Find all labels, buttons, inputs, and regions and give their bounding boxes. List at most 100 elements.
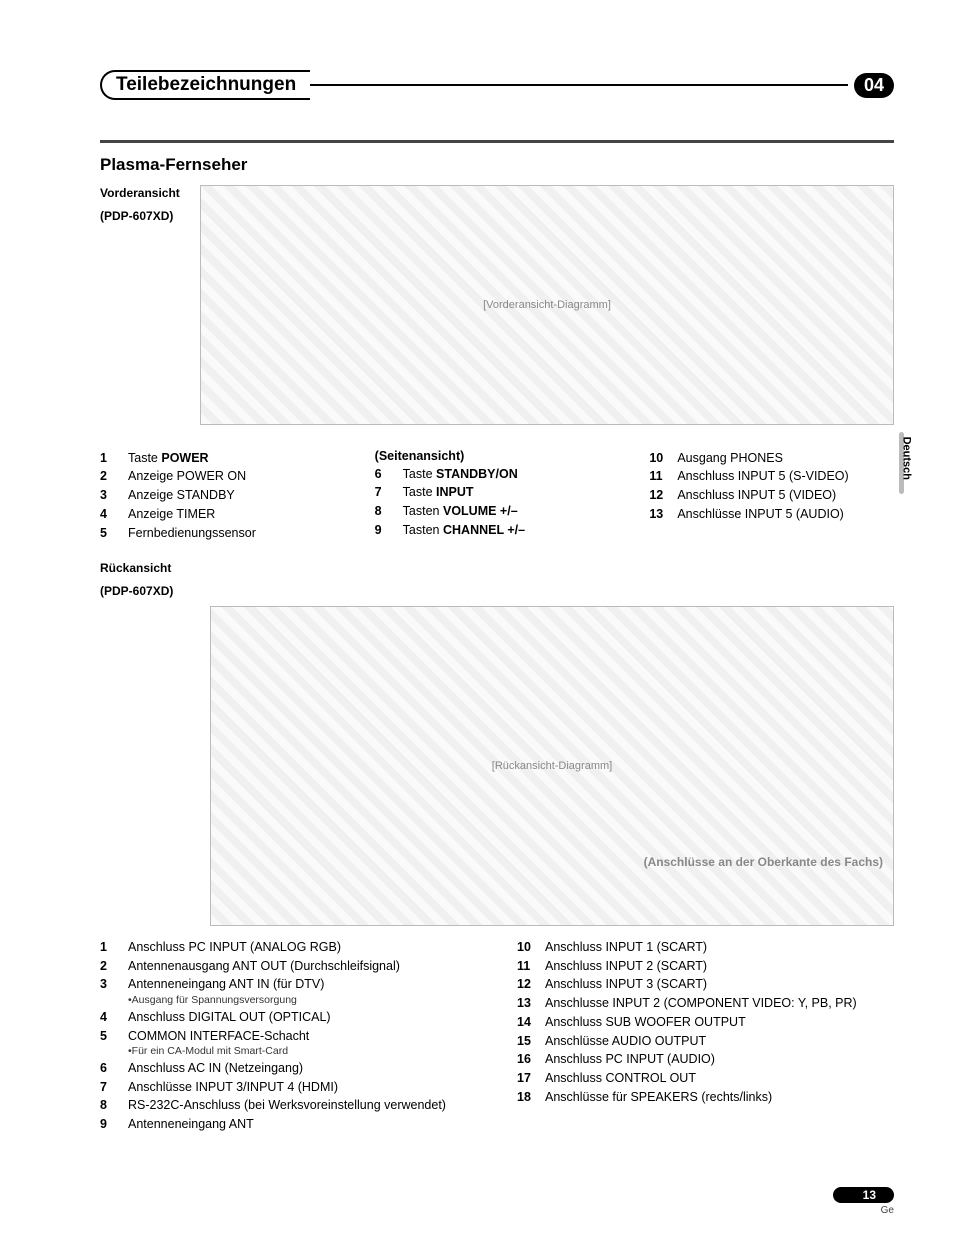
- legend-item: 16 Anschluss PC INPUT (AUDIO): [517, 1050, 894, 1069]
- legend-text: Anschluss INPUT 5 (VIDEO): [677, 486, 894, 505]
- legend-num: 10: [517, 938, 535, 957]
- side-language: Deutsch: [900, 437, 912, 480]
- legend-item: 2Anzeige POWER ON: [100, 467, 345, 486]
- legend-text: Anschluss PC INPUT (ANALOG RGB): [128, 938, 477, 957]
- legend-item: 2Antennenausgang ANT OUT (Durchschleifsi…: [100, 957, 477, 976]
- front-col2-head: (Seitenansicht): [375, 449, 620, 463]
- header-title: Teilebezeichnungen: [100, 70, 310, 100]
- legend-item: 7 Anschlüsse INPUT 3/INPUT 4 (HDMI): [100, 1078, 477, 1097]
- legend-text: Anschluss PC INPUT (AUDIO): [545, 1050, 894, 1069]
- rear-diagram: [Rückansicht-Diagramm] (Anschlüsse an de…: [210, 606, 894, 926]
- legend-text: Anschlüsse INPUT 3/INPUT 4 (HDMI): [128, 1078, 477, 1097]
- front-label: Vorderansicht (PDP-607XD): [100, 185, 180, 231]
- legend-item: 6 Anschluss AC IN (Netzeingang): [100, 1059, 477, 1078]
- legend-num: 2: [100, 467, 118, 486]
- legend-text: Anschluss AC IN (Netzeingang): [128, 1059, 477, 1078]
- legend-num: 3: [100, 975, 118, 994]
- legend-item: 13 Anschlusse INPUT 2 (COMPONENT VIDEO: Y…: [517, 994, 894, 1013]
- legend-text: Antennenausgang ANT OUT (Durchschleifsig…: [128, 957, 477, 976]
- legend-text: Anschluss INPUT 1 (SCART): [545, 938, 894, 957]
- legend-text: Antenneneingang ANT: [128, 1115, 477, 1134]
- legend-num: 14: [517, 1013, 535, 1032]
- legend-num: 11: [517, 957, 535, 976]
- legend-item: 17 Anschluss CONTROL OUT: [517, 1069, 894, 1088]
- legend-text: Taste INPUT: [403, 483, 620, 502]
- legend-item: 12 Anschluss INPUT 5 (VIDEO): [649, 486, 894, 505]
- rear-diagram-alt: [Rückansicht-Diagramm]: [492, 760, 612, 772]
- legend-num: 6: [100, 1059, 118, 1078]
- rear-left-col: 1 Anschluss PC INPUT (ANALOG RGB)2Antenne…: [100, 938, 477, 1134]
- front-col1: 1Taste POWER2Anzeige POWER ON3Anzeige ST…: [100, 449, 345, 543]
- legend-item: 5 COMMON INTERFACE-Schacht: [100, 1027, 477, 1046]
- legend-num: 10: [649, 449, 667, 468]
- legend-num: 16: [517, 1050, 535, 1069]
- front-label-line1: Vorderansicht: [100, 185, 180, 202]
- legend-num: 12: [649, 486, 667, 505]
- legend-text: Anschluss CONTROL OUT: [545, 1069, 894, 1088]
- legend-text: COMMON INTERFACE-Schacht: [128, 1027, 477, 1046]
- legend-item: 11 Anschluss INPUT 2 (SCART): [517, 957, 894, 976]
- legend-num: 13: [517, 994, 535, 1013]
- legend-item: 12 Anschluss INPUT 3 (SCART): [517, 975, 894, 994]
- front-col3: 10Ausgang PHONES11Anschluss INPUT 5 (S-V…: [649, 449, 894, 543]
- rear-label-line1: Rückansicht: [100, 560, 894, 577]
- legend-text: Fernbedienungssensor: [128, 524, 345, 543]
- legend-item: 9 Antenneneingang ANT: [100, 1115, 477, 1134]
- legend-num: 15: [517, 1032, 535, 1051]
- front-col2: (Seitenansicht) 6Taste STANDBY/ON7Taste …: [375, 449, 620, 543]
- legend-num: 7: [100, 1078, 118, 1097]
- legend-text: Tasten VOLUME +/–: [403, 502, 620, 521]
- legend-item: 7 Taste INPUT: [375, 483, 620, 502]
- legend-item: 1Taste POWER: [100, 449, 345, 468]
- legend-item: 3Anzeige STANDBY: [100, 486, 345, 505]
- legend-text: RS-232C-Anschluss (bei Werksvoreinstellu…: [128, 1096, 477, 1115]
- legend-item: 8 RS-232C-Anschluss (bei Werksvoreinstell…: [100, 1096, 477, 1115]
- legend-num: 8: [100, 1096, 118, 1115]
- header-rule: [310, 84, 848, 86]
- legend-item: 10Ausgang PHONES: [649, 449, 894, 468]
- page-number: 13: [833, 1187, 894, 1203]
- chapter-badge: 04: [854, 73, 894, 98]
- section-title: Plasma-Fernseher: [100, 155, 894, 175]
- legend-num: 5: [100, 1027, 118, 1046]
- legend-item: 3 Antenneneingang ANT IN (für DTV): [100, 975, 477, 994]
- legend-text: Tasten CHANNEL +/–: [403, 521, 620, 540]
- legend-num: 1: [100, 938, 118, 957]
- legend-item: 1 Anschluss PC INPUT (ANALOG RGB): [100, 938, 477, 957]
- legend-text: Anschluss SUB WOOFER OUTPUT: [545, 1013, 894, 1032]
- legend-num: 9: [375, 521, 393, 540]
- legend-text: Taste STANDBY/ON: [403, 465, 620, 484]
- legend-num: 17: [517, 1069, 535, 1088]
- legend-item: 10 Anschluss INPUT 1 (SCART): [517, 938, 894, 957]
- rear-label-line2: (PDP-607XD): [100, 583, 894, 600]
- rear-caption: (Anschlüsse an der Oberkante des Fachs): [644, 855, 883, 869]
- legend-note: •Ausgang für Spannungsversorgung: [128, 994, 477, 1008]
- legend-text: Anschlusse INPUT 2 (COMPONENT VIDEO: Y, …: [545, 994, 894, 1013]
- rear-right-col: 10 Anschluss INPUT 1 (SCART) 11 Anschluss I…: [517, 938, 894, 1134]
- legend-text: Anschluss DIGITAL OUT (OPTICAL): [128, 1008, 477, 1027]
- legend-num: 9: [100, 1115, 118, 1134]
- legend-text: Anschluss INPUT 2 (SCART): [545, 957, 894, 976]
- rear-legend: 1 Anschluss PC INPUT (ANALOG RGB)2Antenne…: [100, 938, 894, 1134]
- legend-text: Anschlüsse INPUT 5 (AUDIO): [677, 505, 894, 524]
- legend-num: 13: [649, 505, 667, 524]
- legend-item: 14 Anschluss SUB WOOFER OUTPUT: [517, 1013, 894, 1032]
- legend-item: 4Anschluss DIGITAL OUT (OPTICAL): [100, 1008, 477, 1027]
- legend-note: •Für ein CA-Modul mit Smart-Card: [128, 1045, 477, 1059]
- legend-text: Anschluss INPUT 3 (SCART): [545, 975, 894, 994]
- legend-num: 1: [100, 449, 118, 468]
- legend-num: 7: [375, 483, 393, 502]
- footer-lang: Ge: [833, 1205, 894, 1216]
- legend-text: Antenneneingang ANT IN (für DTV): [128, 975, 477, 994]
- legend-item: 15Anschlüsse AUDIO OUTPUT: [517, 1032, 894, 1051]
- legend-text: Anschlüsse für SPEAKERS (rechts/links): [545, 1088, 894, 1107]
- rear-label: Rückansicht (PDP-607XD): [100, 560, 894, 600]
- front-diagram: [Vorderansicht-Diagramm]: [200, 185, 894, 425]
- page-footer: 13 Ge: [833, 1187, 894, 1216]
- legend-item: 13 Anschlüsse INPUT 5 (AUDIO): [649, 505, 894, 524]
- front-label-line2: (PDP-607XD): [100, 208, 180, 225]
- legend-num: 12: [517, 975, 535, 994]
- legend-num: 11: [649, 467, 667, 486]
- divider: [100, 140, 894, 143]
- legend-item: 11Anschluss INPUT 5 (S-VIDEO): [649, 467, 894, 486]
